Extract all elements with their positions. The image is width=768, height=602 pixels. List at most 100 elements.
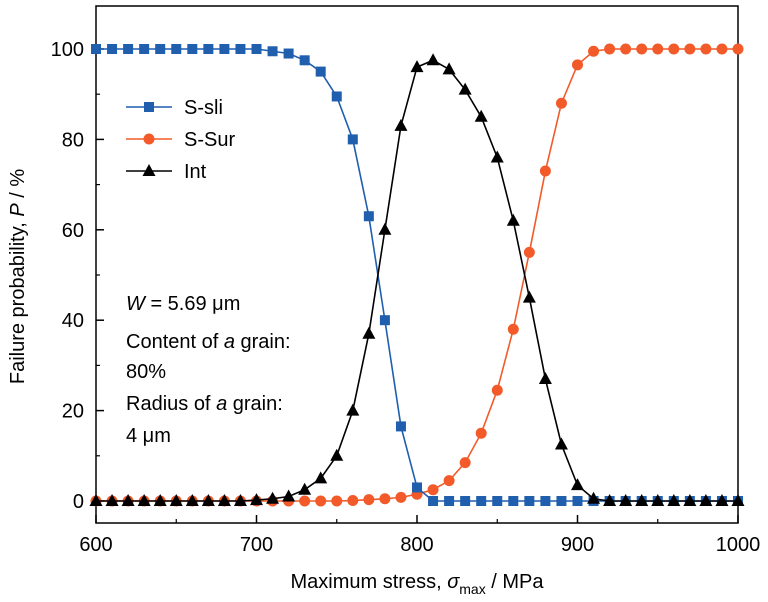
legend-label: S-sli bbox=[184, 97, 223, 119]
data-point bbox=[171, 44, 182, 54]
data-point bbox=[538, 371, 552, 384]
data-point bbox=[668, 43, 680, 55]
data-point bbox=[587, 491, 601, 504]
data-point bbox=[571, 478, 584, 491]
y-axis-title: Failure probability, P / % bbox=[7, 169, 29, 384]
data-point bbox=[363, 211, 374, 222]
data-point bbox=[378, 222, 392, 235]
data-point bbox=[683, 494, 697, 506]
data-point bbox=[652, 43, 664, 55]
data-point bbox=[282, 489, 296, 502]
data-point bbox=[330, 448, 344, 461]
data-point bbox=[203, 44, 214, 54]
data-point bbox=[444, 496, 455, 506]
x-tick-label: 800 bbox=[400, 534, 433, 556]
data-point bbox=[636, 43, 648, 55]
data-point bbox=[314, 471, 328, 484]
y-tick-label: 0 bbox=[73, 491, 84, 513]
y-tick-label: 100 bbox=[51, 39, 84, 61]
data-point bbox=[539, 165, 551, 177]
data-point bbox=[315, 495, 327, 507]
data-point bbox=[603, 494, 617, 506]
data-point bbox=[379, 315, 390, 326]
data-point bbox=[523, 246, 535, 258]
legend-entry: S-sli bbox=[126, 97, 223, 119]
data-point bbox=[362, 326, 376, 339]
data-point bbox=[201, 494, 215, 506]
data-point bbox=[572, 496, 583, 506]
data-point bbox=[427, 484, 439, 496]
data-point bbox=[379, 493, 391, 505]
x-tick-label: 600 bbox=[79, 534, 112, 556]
legend-marker bbox=[142, 164, 156, 176]
data-point bbox=[443, 475, 455, 487]
data-point bbox=[266, 491, 280, 504]
data-point bbox=[684, 43, 696, 55]
data-point bbox=[458, 82, 472, 95]
data-point bbox=[394, 118, 408, 131]
data-point bbox=[283, 48, 294, 59]
data-point bbox=[716, 43, 728, 55]
legend-label: S-Sur bbox=[184, 129, 235, 151]
legend-entry: Int bbox=[126, 161, 207, 183]
data-point bbox=[475, 427, 487, 439]
data-point bbox=[217, 494, 231, 506]
annotation-line: W = 5.69 μm bbox=[126, 293, 240, 315]
data-point bbox=[153, 494, 167, 506]
data-point bbox=[506, 213, 520, 226]
series-line bbox=[96, 59, 738, 502]
data-point bbox=[492, 496, 503, 506]
annotation-line: 4 μm bbox=[126, 425, 171, 447]
data-point bbox=[619, 494, 633, 506]
x-axis-title: Maximum stress, σmax / MPa bbox=[291, 571, 545, 597]
x-tick-label: 1000 bbox=[716, 534, 761, 556]
plot-frame bbox=[95, 5, 739, 524]
data-point bbox=[667, 494, 681, 506]
data-point bbox=[347, 134, 358, 145]
data-point bbox=[459, 457, 471, 469]
data-point bbox=[555, 97, 567, 109]
data-point bbox=[137, 494, 151, 506]
data-point bbox=[395, 491, 407, 503]
data-point bbox=[89, 494, 103, 506]
data-point bbox=[299, 495, 311, 507]
y-tick-label: 60 bbox=[62, 220, 84, 242]
data-point bbox=[412, 482, 422, 493]
data-point bbox=[620, 43, 632, 55]
data-point bbox=[476, 496, 487, 506]
data-point bbox=[107, 44, 118, 54]
data-point bbox=[219, 44, 230, 54]
data-point bbox=[460, 496, 471, 506]
data-point bbox=[331, 495, 343, 507]
legend-marker bbox=[144, 102, 154, 112]
data-point bbox=[363, 494, 375, 506]
y-tick-label: 40 bbox=[62, 310, 84, 332]
data-point bbox=[522, 290, 536, 303]
data-point bbox=[395, 421, 406, 432]
data-point bbox=[105, 494, 119, 506]
data-point bbox=[715, 494, 729, 506]
data-point bbox=[233, 494, 247, 506]
data-point bbox=[731, 494, 745, 506]
data-point bbox=[524, 496, 535, 506]
data-point bbox=[491, 384, 503, 396]
data-point bbox=[507, 323, 519, 335]
data-point bbox=[572, 59, 583, 71]
x-tick-label: 700 bbox=[240, 534, 273, 556]
series-int bbox=[89, 53, 745, 506]
data-point bbox=[235, 44, 246, 54]
data-point bbox=[123, 44, 134, 54]
data-point bbox=[635, 494, 649, 506]
data-point bbox=[346, 403, 360, 416]
data-point bbox=[540, 496, 551, 506]
data-point bbox=[426, 53, 440, 66]
y-tick-label: 20 bbox=[62, 401, 84, 423]
data-point bbox=[556, 496, 567, 506]
data-point bbox=[185, 494, 199, 506]
annotation-line: Content of a grain: bbox=[126, 331, 291, 353]
data-point bbox=[508, 496, 519, 506]
y-tick-label: 80 bbox=[62, 129, 84, 151]
data-point bbox=[428, 496, 439, 506]
